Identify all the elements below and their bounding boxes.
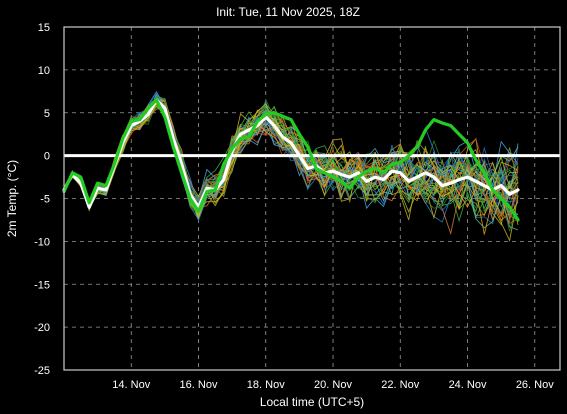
- y-tick-label: 15: [38, 22, 50, 34]
- y-tick-label: -5: [40, 194, 50, 206]
- ensemble-member-line: [63, 101, 519, 209]
- y-tick-label: 0: [44, 151, 50, 163]
- x-tick-label: 18. Nov: [247, 379, 285, 391]
- ensemble-member-line: [63, 105, 519, 213]
- x-tick-labels: 14. Nov 16. Nov 18. Nov 20. Nov 22. Nov 24. N…: [112, 379, 554, 391]
- y-tick-labels: -25 -20 -15 -10 -5 0 5 10 15: [34, 22, 50, 377]
- x-tick-label: 24. Nov: [449, 379, 487, 391]
- main-series: [62, 98, 520, 222]
- x-axis-label: Local time (UTC+5): [260, 395, 364, 409]
- x-tick-label: 14. Nov: [112, 379, 150, 391]
- x-tick-label: 26. Nov: [516, 379, 554, 391]
- y-tick-label: 10: [38, 65, 50, 77]
- y-tick-label: -25: [34, 365, 50, 377]
- x-tick-label: 20. Nov: [314, 379, 352, 391]
- y-tick-label: 5: [44, 108, 50, 120]
- chart-title: Init: Tue, 11 Nov 2025, 18Z: [216, 5, 360, 19]
- x-tick-label: 22. Nov: [381, 379, 419, 391]
- plot-frame: [63, 26, 561, 371]
- x-tick-label: 16. Nov: [180, 379, 218, 391]
- ensemble-mean-line: [62, 98, 520, 209]
- y-tick-label: -15: [34, 279, 50, 291]
- y-tick-label: -10: [34, 236, 50, 248]
- ensemble-member-line: [63, 105, 519, 221]
- control-run-line: [62, 98, 520, 222]
- y-tick-label: -20: [34, 322, 50, 334]
- y-axis-label: 2m Temp. (°C): [5, 160, 19, 237]
